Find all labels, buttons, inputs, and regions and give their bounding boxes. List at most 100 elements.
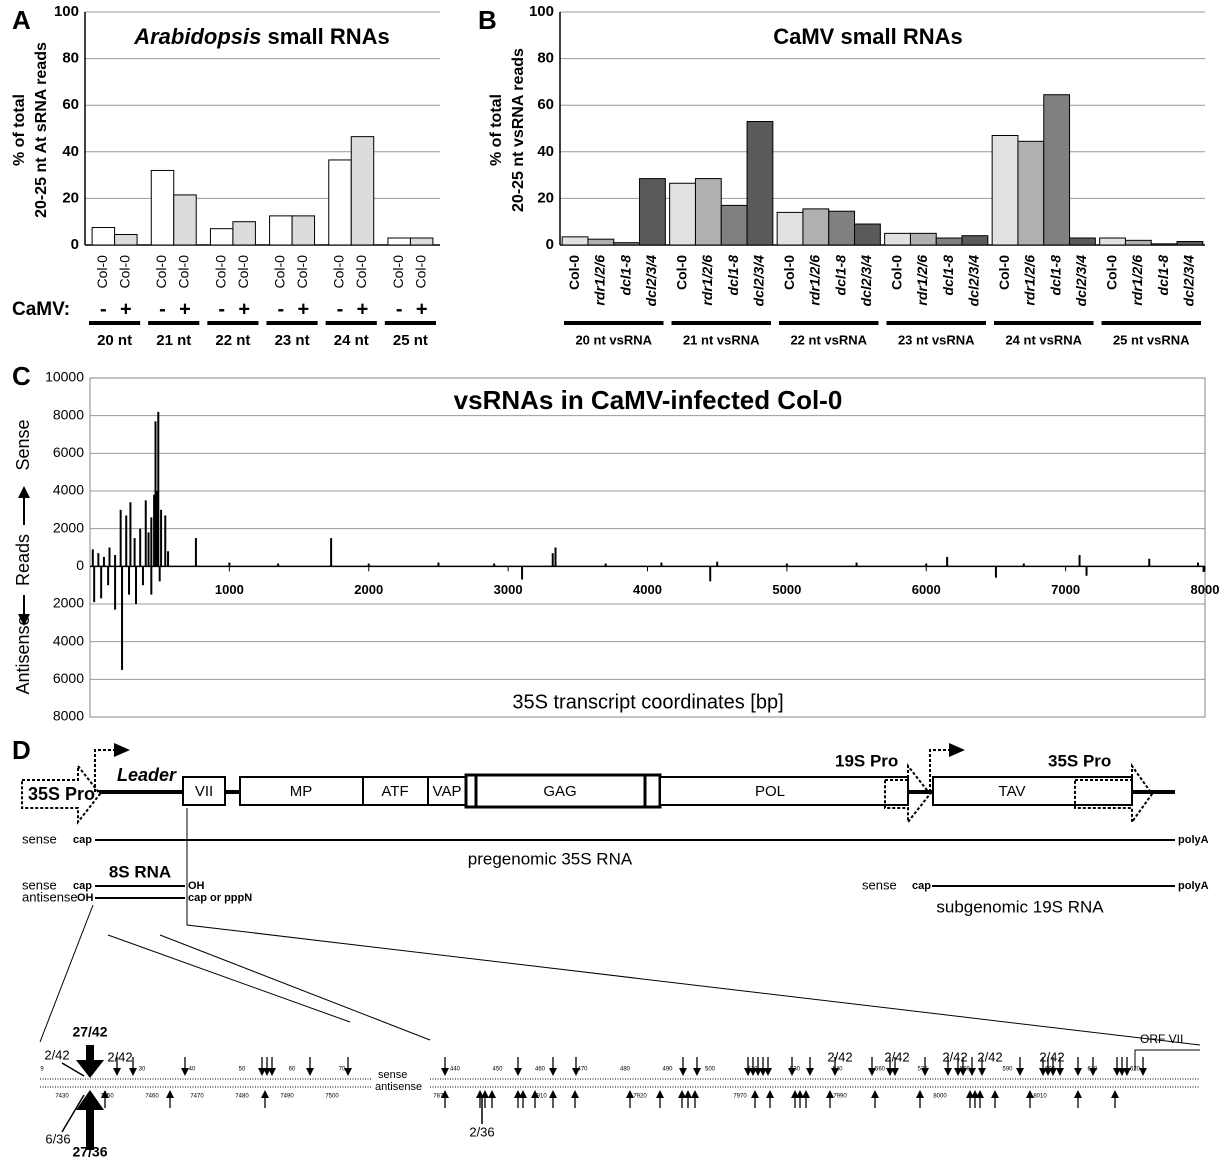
orf-bracket bbox=[1134, 1049, 1200, 1070]
bar-label: rdr1/2/6 bbox=[592, 255, 608, 306]
row-label: sense bbox=[862, 877, 897, 892]
arrow-head bbox=[18, 614, 30, 626]
leader-label: Leader bbox=[117, 765, 177, 785]
y-axis-label: Antisense bbox=[13, 615, 33, 694]
sequence-rows bbox=[40, 1078, 1200, 1088]
cap-label: cap bbox=[73, 834, 92, 846]
y-tick-label: 6000 bbox=[53, 444, 84, 460]
read-arrow bbox=[678, 1090, 686, 1098]
read-arrow bbox=[261, 1090, 269, 1098]
oh-label: OH bbox=[77, 892, 94, 904]
y-tick-label: 4000 bbox=[53, 632, 84, 648]
promoter bbox=[21, 763, 102, 825]
bar-label: dcl2/3/4 bbox=[643, 255, 659, 307]
read-arrow bbox=[1139, 1068, 1147, 1076]
bar bbox=[720, 204, 748, 246]
read-arrow bbox=[181, 1068, 189, 1076]
position-tick: 7970 bbox=[733, 1094, 747, 1100]
x-tick-label: 22 nt bbox=[215, 332, 250, 349]
read-arrow bbox=[764, 1068, 772, 1076]
rna-label: 8S RNA bbox=[109, 862, 171, 881]
bar-label: Col-0 bbox=[1103, 255, 1119, 290]
orf bbox=[182, 776, 226, 806]
bar bbox=[669, 182, 696, 246]
position-tick: 7460 bbox=[145, 1094, 159, 1100]
bar bbox=[91, 227, 116, 246]
panel-letter: A bbox=[12, 5, 31, 35]
y-axis-label: Reads bbox=[13, 534, 33, 586]
y-axis-label: % of total bbox=[488, 94, 505, 166]
zoom-line bbox=[107, 934, 351, 1023]
chart-title: CaMV small RNAs bbox=[773, 24, 963, 49]
read-arrow bbox=[571, 1090, 579, 1098]
read-arrow bbox=[693, 1068, 701, 1076]
orf-label: GAG bbox=[543, 783, 576, 800]
bar bbox=[350, 136, 375, 246]
bar-label: Col-0 bbox=[94, 255, 110, 289]
bar bbox=[802, 208, 830, 246]
bar bbox=[328, 159, 352, 246]
tss-arrow bbox=[929, 749, 950, 792]
read-arrow bbox=[488, 1090, 496, 1098]
position-tick: 40 bbox=[189, 1067, 196, 1073]
orf-edge bbox=[643, 773, 662, 809]
panel-letter: C bbox=[12, 361, 31, 391]
read-arrow bbox=[751, 1090, 759, 1098]
x-tick-label: 24 nt bbox=[334, 332, 369, 349]
x-tick-label: 25 nt vsRNA bbox=[1113, 332, 1190, 347]
position-tick: 470 bbox=[577, 1067, 588, 1073]
bar-label: dcl2/3/4 bbox=[1073, 255, 1089, 307]
read-arrow bbox=[514, 1068, 522, 1076]
read-arrow bbox=[1111, 1090, 1119, 1098]
orf-label: TAV bbox=[999, 783, 1026, 800]
position-tick: 440 bbox=[450, 1067, 461, 1073]
legend-label: + bbox=[357, 298, 369, 320]
promoter-label: 35S Pro bbox=[1048, 751, 1111, 770]
rna-label: pregenomic 35S RNA bbox=[468, 849, 633, 868]
legend-label: + bbox=[238, 298, 250, 320]
read-arrow bbox=[976, 1090, 984, 1098]
position-tick: 490 bbox=[662, 1067, 673, 1073]
bar-label: dcl1-8 bbox=[725, 255, 741, 296]
chart-title: Arabidopsis small RNAs bbox=[133, 24, 390, 49]
read-arrow bbox=[944, 1068, 952, 1076]
y-tick-label: 2000 bbox=[53, 595, 84, 611]
legend-label: - bbox=[278, 298, 285, 320]
y-tick-label: 100 bbox=[529, 3, 554, 20]
x-tick-label: 24 nt vsRNA bbox=[1005, 332, 1082, 347]
count-label: 6/36 bbox=[45, 1131, 70, 1146]
read-arrow bbox=[531, 1090, 539, 1098]
bar bbox=[828, 210, 856, 246]
legend-label: - bbox=[218, 298, 225, 320]
position-tick: 8010 bbox=[1033, 1094, 1047, 1100]
read-arrow bbox=[868, 1068, 876, 1076]
y-tick-label: 6000 bbox=[53, 670, 84, 686]
bar-label: Col-0 bbox=[673, 255, 689, 290]
bar bbox=[1017, 140, 1045, 246]
x-tick-label: 1000 bbox=[215, 582, 244, 597]
x-tick-label: 23 nt bbox=[275, 332, 310, 349]
y-tick-label: 40 bbox=[62, 143, 79, 160]
position-tick: 7990 bbox=[833, 1094, 847, 1100]
bar bbox=[209, 228, 234, 246]
bar-label: Col-0 bbox=[781, 255, 797, 290]
read-arrow bbox=[684, 1090, 692, 1098]
legend-label: + bbox=[179, 298, 191, 320]
bar bbox=[150, 169, 175, 246]
position-tick: 460 bbox=[535, 1067, 546, 1073]
count-label: 2/42 bbox=[884, 1049, 909, 1064]
x-tick-label: 3000 bbox=[494, 582, 523, 597]
position-tick: 7910 bbox=[533, 1094, 547, 1100]
y-tick-label: 0 bbox=[76, 557, 84, 573]
zoom-line bbox=[159, 934, 431, 1041]
bar-label: Col-0 bbox=[117, 255, 133, 289]
bar bbox=[587, 238, 615, 246]
read-arrow bbox=[1056, 1068, 1064, 1076]
position-tick: 60 bbox=[289, 1067, 296, 1073]
bar-label: Col-0 bbox=[566, 255, 582, 290]
legend-label: - bbox=[159, 298, 166, 320]
bar-label: dcl1-8 bbox=[940, 255, 956, 296]
row-label: sense bbox=[378, 1069, 407, 1081]
position-tick: 20 bbox=[89, 1067, 96, 1073]
read-arrow bbox=[978, 1068, 986, 1076]
